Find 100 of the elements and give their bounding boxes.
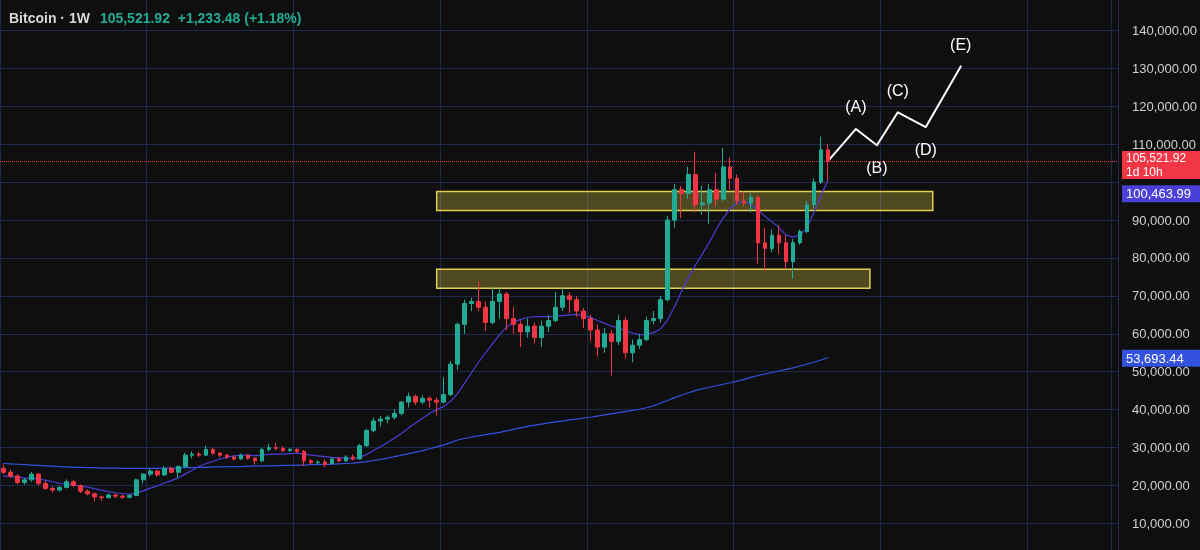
candlestick xyxy=(239,453,243,461)
candlestick xyxy=(92,491,97,502)
candlestick xyxy=(588,314,593,342)
candlestick xyxy=(204,445,208,457)
candlestick xyxy=(420,394,425,405)
candlestick xyxy=(106,492,111,500)
candlestick xyxy=(344,454,348,463)
y-tick-label: 140,000.00 xyxy=(1131,22,1198,38)
candlestick xyxy=(644,316,649,342)
y-tick-label: 130,000.00 xyxy=(1131,60,1198,76)
y-tick-label: 10,000.00 xyxy=(1131,515,1190,531)
candlestick xyxy=(134,478,139,497)
candlestick xyxy=(169,466,174,474)
text: 105,521.92 +1,233.48 (+1.18%) xyxy=(99,10,302,26)
candlestick xyxy=(532,321,537,344)
candlestick xyxy=(162,465,167,477)
y-tick-label: 80,000.00 xyxy=(1131,250,1190,266)
candlestick xyxy=(274,442,278,451)
y-tick-label: 60,000.00 xyxy=(1131,326,1190,342)
candlestick xyxy=(316,459,320,465)
candlestick xyxy=(721,147,726,202)
candlestick xyxy=(805,200,809,234)
candlestick xyxy=(267,443,271,452)
candlestick xyxy=(295,447,299,454)
candlestick xyxy=(85,488,90,496)
candlestick xyxy=(22,477,27,486)
text: 1d 10h xyxy=(1126,165,1163,180)
candlestick xyxy=(357,443,362,460)
data-label: (C) xyxy=(886,81,909,99)
candlestick xyxy=(211,447,215,456)
data-label: (E) xyxy=(950,35,972,53)
y-tick-label: 70,000.00 xyxy=(1131,288,1190,304)
candlestick xyxy=(281,445,285,453)
data-label: (B) xyxy=(866,158,888,176)
candlestick xyxy=(469,297,474,312)
candlestick xyxy=(714,172,719,208)
y-tick-label: 110,000.00 xyxy=(1131,136,1197,152)
candlestick xyxy=(288,447,292,453)
candlestick xyxy=(700,185,705,215)
candlestick xyxy=(64,478,69,490)
candlestick xyxy=(539,320,544,348)
candlestick xyxy=(518,320,523,348)
candlestick xyxy=(672,183,677,229)
candlestick xyxy=(183,452,188,469)
text: Bitcoin · 1W xyxy=(9,10,91,26)
candlestick xyxy=(448,360,453,397)
candlestick xyxy=(78,483,83,494)
candlestick xyxy=(756,194,760,265)
candlestick xyxy=(309,458,313,466)
candlestick xyxy=(371,417,376,433)
candlestick xyxy=(511,306,516,335)
candlestick xyxy=(742,191,746,208)
y-tick-label: 30,000.00 xyxy=(1131,440,1190,456)
candlestick xyxy=(330,457,334,466)
candlestick xyxy=(302,449,306,467)
candlestick xyxy=(560,287,565,312)
candlestick xyxy=(176,464,181,479)
text: 53,693.44 xyxy=(1126,350,1184,366)
candlestick xyxy=(8,469,13,479)
candlestick xyxy=(581,307,586,329)
candlestick xyxy=(763,227,767,272)
candlestick xyxy=(791,238,795,280)
candlestick xyxy=(812,177,816,210)
candlestick xyxy=(602,327,607,354)
candlestick xyxy=(784,234,788,270)
candlestick xyxy=(483,301,488,332)
ref-line-label: 105,521.92 xyxy=(1126,151,1187,166)
candlestick xyxy=(43,480,48,491)
candlestick xyxy=(637,333,642,350)
candlestick xyxy=(567,291,572,314)
candlestick xyxy=(525,318,530,339)
candlestick xyxy=(364,428,369,448)
candlestick xyxy=(665,215,670,303)
line-series xyxy=(2,357,829,470)
candlestick xyxy=(490,285,495,325)
candlestick xyxy=(574,295,579,318)
candlestick xyxy=(15,473,20,485)
candlestick xyxy=(686,166,691,200)
candlestick xyxy=(36,472,41,487)
candlestick xyxy=(441,376,446,405)
candlestick xyxy=(127,493,132,499)
candlestick xyxy=(113,493,118,499)
candlestick xyxy=(434,397,439,416)
candlestick xyxy=(770,228,774,253)
candlestick xyxy=(707,183,712,225)
data-label: (A) xyxy=(845,98,867,116)
candlestick xyxy=(462,299,467,335)
candlestick xyxy=(385,414,390,424)
y-tick-label: 50,000.00 xyxy=(1131,364,1190,380)
candlestick xyxy=(50,485,55,493)
candlestick xyxy=(225,453,229,460)
candlestick xyxy=(71,479,76,488)
line-series xyxy=(2,179,829,495)
candlestick xyxy=(190,450,194,459)
candlestick xyxy=(260,447,264,463)
candlestick xyxy=(609,329,614,377)
candlestick xyxy=(749,192,753,213)
candlestick xyxy=(155,469,160,478)
y-tick-label: 120,000.00 xyxy=(1131,98,1198,114)
candlestick xyxy=(148,468,153,477)
